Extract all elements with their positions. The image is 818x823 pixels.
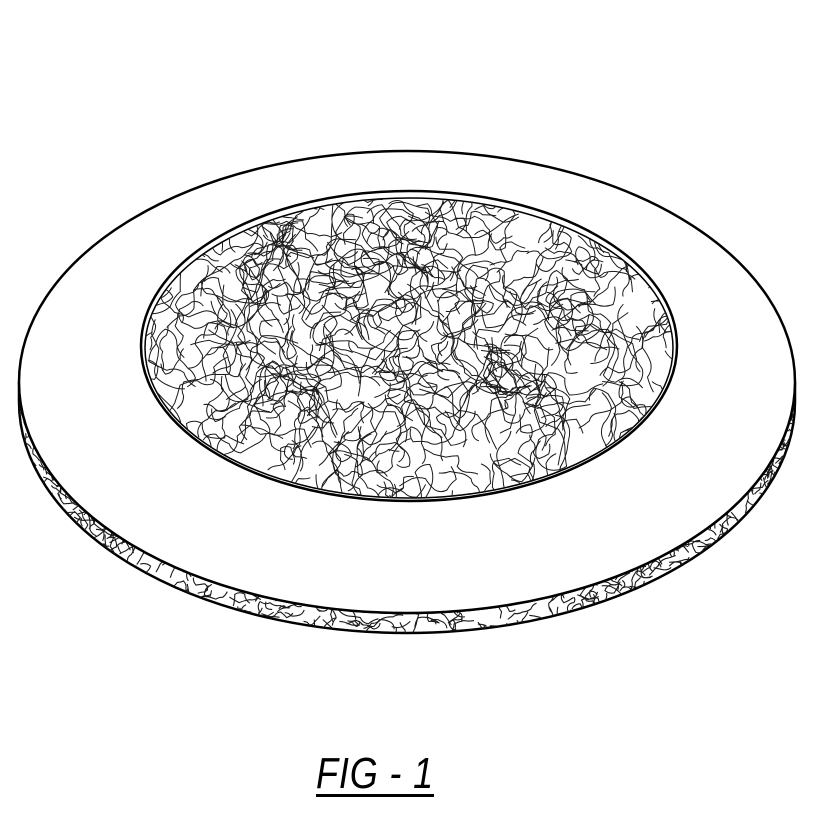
pad-inner-face (145, 198, 673, 498)
figure-label: FIG - 1 (314, 752, 437, 796)
